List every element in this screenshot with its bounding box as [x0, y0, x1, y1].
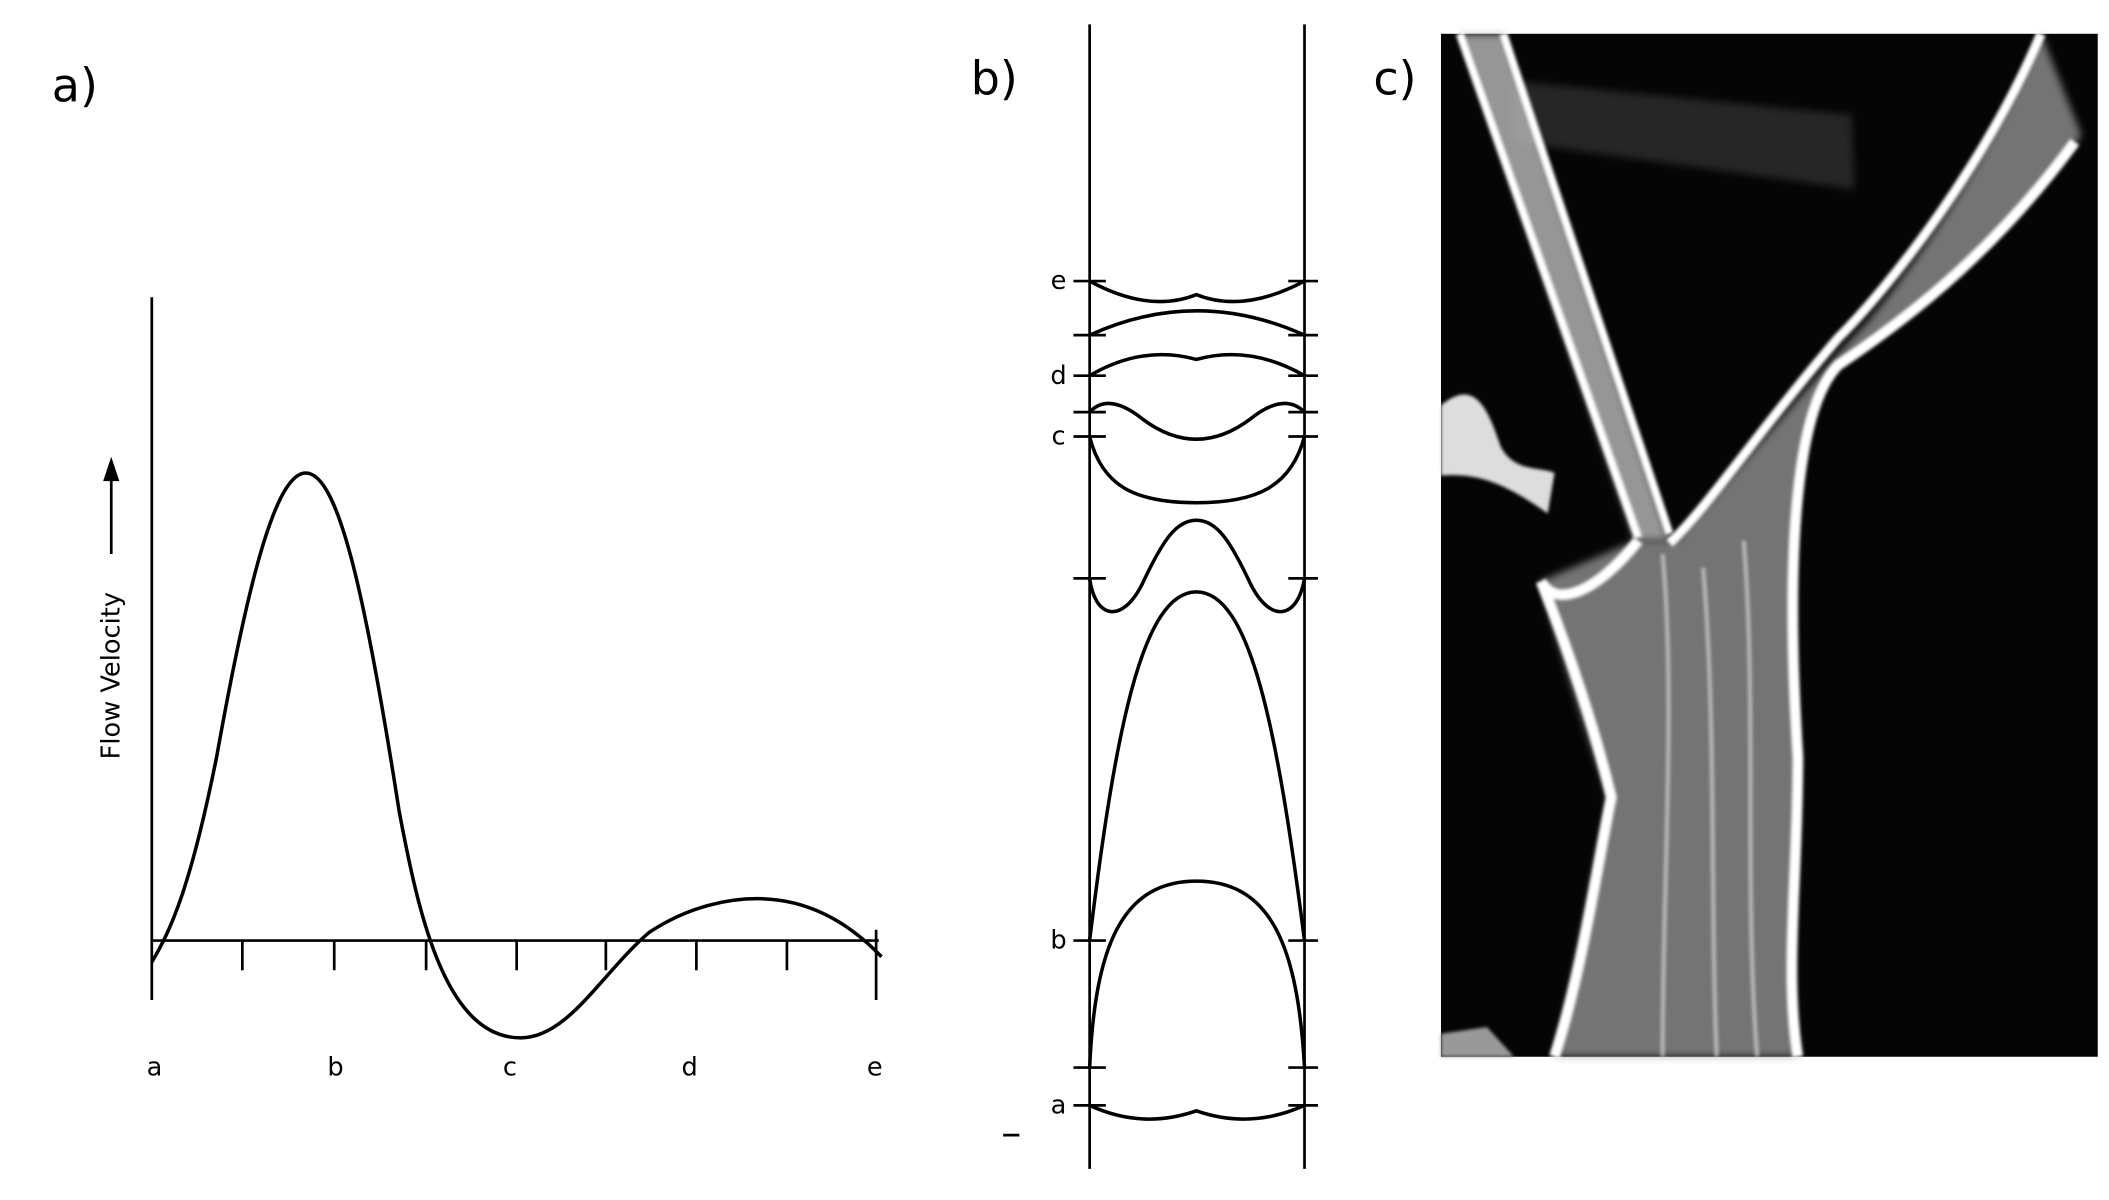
profile	[1087, 436, 1307, 505]
level-label: b	[1050, 926, 1066, 956]
panel-label: c)	[1373, 52, 1416, 106]
panel-label: b)	[971, 52, 1018, 106]
tick-label: c	[503, 1053, 517, 1083]
panel-c: c)	[1373, 31, 2098, 1059]
profile	[1087, 590, 1307, 941]
level-label: d	[1050, 361, 1066, 391]
panel-label: a)	[52, 58, 98, 112]
profile	[1088, 279, 1306, 304]
background-bar	[1513, 81, 1855, 190]
profile	[1088, 309, 1306, 337]
axis-label: Flow Velocity	[96, 592, 126, 759]
tick-label: a	[147, 1053, 163, 1083]
panel-b: b) e d c b a	[971, 24, 1319, 1169]
level-label: a	[1051, 1091, 1067, 1121]
profile	[1087, 879, 1307, 1068]
profile	[1088, 352, 1306, 378]
level-label: e	[1051, 266, 1067, 296]
vessel	[1440, 31, 2082, 1059]
level-label: c	[1051, 422, 1065, 452]
tick-label: d	[681, 1053, 697, 1083]
x-ticks	[240, 929, 878, 1000]
profile	[1087, 518, 1307, 614]
panel-a: a) Flow Velocity a b c d e	[52, 58, 883, 1083]
arrow-head	[103, 456, 120, 482]
profile	[1088, 401, 1306, 441]
flow-curve	[150, 471, 883, 1040]
profile	[1088, 1103, 1306, 1121]
tick-label: e	[867, 1053, 883, 1083]
tick-label: b	[327, 1053, 343, 1083]
level-marks	[1003, 279, 1319, 1137]
